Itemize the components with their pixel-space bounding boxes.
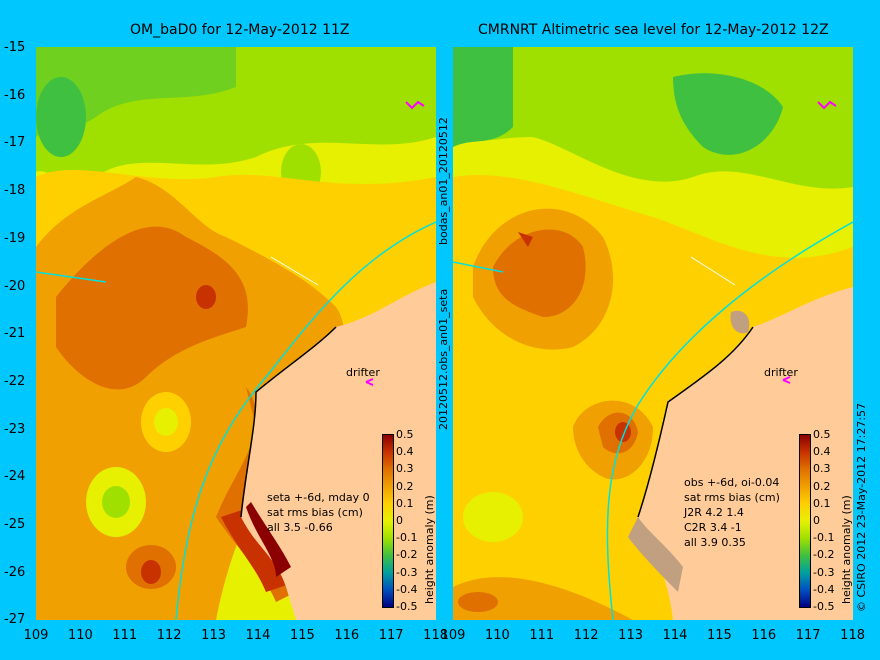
colorbar-tick-label: -0.1 — [813, 531, 835, 545]
left-stats-line: all 3.5 -0.66 — [267, 521, 333, 534]
x-tick-label: 111 — [112, 628, 138, 643]
x-tick-label: 115 — [289, 628, 315, 643]
x-tick-label: 117 — [795, 628, 821, 643]
left-map — [36, 47, 436, 620]
y-tick-label: -24 — [4, 469, 26, 485]
right-stats-line: sat rms bias (cm) — [684, 491, 780, 504]
x-tick-label: 109 — [23, 628, 49, 643]
x-tick-label: 114 — [245, 628, 271, 643]
x-tick-label: 112 — [156, 628, 182, 643]
colorbar-tick-label: -0.4 — [396, 582, 418, 596]
colorbar-tick-label: -0.5 — [396, 600, 418, 613]
left-map-graphic — [36, 47, 436, 620]
x-tick-label: 115 — [706, 628, 732, 643]
colorbar-tick-label: -0.1 — [396, 531, 418, 545]
y-tick-label: -16 — [4, 87, 26, 103]
right-map-graphic — [453, 47, 853, 620]
colorbar-tick-label: -0.4 — [813, 582, 835, 596]
y-tick-label: -25 — [4, 517, 26, 532]
vertical-text-bottom: 20120512.obs_an01_seta — [437, 288, 450, 430]
x-tick-label: 111 — [529, 628, 555, 643]
left-stats-line: sat rms bias (cm) — [267, 506, 363, 519]
colorbar-title: height anomaly (m) — [423, 495, 436, 604]
x-tick-label: 116 — [751, 628, 777, 643]
colorbar-tick-label: -0.2 — [396, 548, 418, 562]
colorbar-title: height anomaly (m) — [840, 495, 853, 604]
colorbar-tick-label: -0.3 — [396, 565, 418, 579]
colorbar-tick-label: -0.2 — [813, 548, 835, 562]
right-drifter-label: drifter — [764, 366, 798, 379]
colorbar-tick-label: 0.3 — [396, 462, 414, 476]
colorbar-tick-label: 0.4 — [813, 445, 831, 459]
x-tick-label: 113 — [201, 628, 226, 643]
y-tick-label: -21 — [4, 326, 26, 342]
colorbar-tick-label: 0.5 — [813, 428, 831, 441]
y-tick-label: -27 — [4, 612, 26, 628]
colorbar-gradient — [799, 434, 811, 608]
x-tick-label: 114 — [662, 628, 688, 643]
colorbar-tick-label: 0.1 — [396, 496, 414, 510]
right-stats-line: obs +-6d, oi-0.04 — [684, 476, 780, 489]
colorbar-gradient — [382, 434, 394, 608]
right-panel-title: CMRNRT Altimetric sea level for 12-May-2… — [478, 22, 829, 38]
x-tick-label: 118 — [423, 628, 448, 643]
left-drifter-label: drifter — [346, 366, 380, 379]
y-tick-label: -18 — [4, 183, 26, 199]
left-stats-line: seta +-6d, mday 0 — [267, 491, 370, 504]
right-stats: obs +-6d, oi-0.04 sat rms bias (cm) J2R … — [684, 475, 780, 550]
vertical-text-right: © CSIRO 2012 23-May-2012 17:27:57 — [855, 402, 868, 612]
right-stats-line: all 3.9 0.35 — [684, 536, 746, 549]
vertical-text-top: bodas_an01_20120512 — [437, 117, 450, 245]
x-tick-label: 110 — [484, 628, 510, 643]
x-tick-label: 112 — [573, 628, 599, 643]
colorbar-tick-label: 0.2 — [396, 479, 414, 493]
y-tick-label: -23 — [4, 421, 26, 437]
right-stats-line: C2R 3.4 -1 — [684, 521, 742, 534]
colorbar-tick-label: 0.3 — [813, 462, 831, 476]
x-tick-label: 117 — [378, 628, 404, 643]
colorbar-tick-label: 0.1 — [813, 496, 831, 510]
left-panel-title: OM_baD0 for 12-May-2012 11Z — [130, 22, 350, 38]
y-tick-label: -26 — [4, 564, 26, 580]
colorbar-tick-label: 0.2 — [813, 479, 831, 493]
colorbar-tick-label: 0.4 — [396, 445, 414, 459]
x-tick-label: 110 — [67, 628, 93, 643]
y-tick-label: -17 — [4, 135, 26, 151]
x-tick-label: 118 — [840, 628, 865, 643]
x-tick-label: 113 — [618, 628, 643, 643]
colorbar-tick-label: 0 — [396, 514, 403, 527]
left-stats: seta +-6d, mday 0 sat rms bias (cm) all … — [267, 490, 370, 535]
right-stats-line: J2R 4.2 1.4 — [684, 506, 744, 519]
y-tick-label: -19 — [4, 230, 26, 246]
x-tick-label: 116 — [334, 628, 360, 643]
x-tick-label: 109 — [440, 628, 466, 643]
right-map — [453, 47, 853, 620]
colorbar-tick-label: 0 — [813, 514, 820, 527]
colorbar-tick-label: -0.5 — [813, 600, 835, 613]
y-tick-label: -15 — [4, 40, 26, 55]
y-tick-label: -22 — [4, 373, 26, 389]
colorbar-tick-label: 0.5 — [396, 428, 414, 441]
y-tick-label: -20 — [4, 278, 26, 294]
colorbar-tick-label: -0.3 — [813, 565, 835, 579]
